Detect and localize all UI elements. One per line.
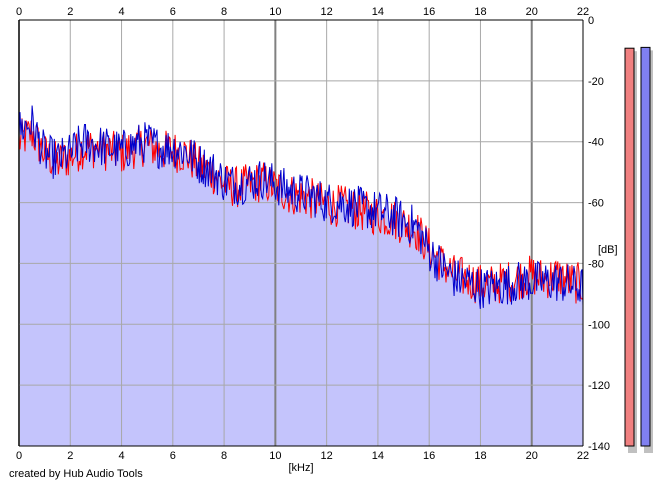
y-tick-label: -120 <box>588 380 610 392</box>
y-tick-label: -140 <box>588 441 610 453</box>
x-tick-label-top: 8 <box>221 6 227 18</box>
x-tick-label-top: 6 <box>170 6 176 18</box>
x-tick-label-top: 16 <box>423 6 435 18</box>
y-tick-label: -100 <box>588 319 610 331</box>
x-tick-label-top: 18 <box>474 6 486 18</box>
x-tick-label-top: 0 <box>16 6 22 18</box>
x-tick-label-bottom: 22 <box>577 450 589 462</box>
y-tick-label: -60 <box>588 198 604 210</box>
level-meter-1 <box>624 47 635 447</box>
x-tick-label-bottom: 4 <box>118 450 124 462</box>
x-tick-label-top: 10 <box>269 6 281 18</box>
axes <box>18 19 584 447</box>
y-tick-labels: 0 -20 -40 -60 -80 -100 -120 -140 <box>588 15 610 453</box>
x-tick-label-bottom: 14 <box>372 450 384 462</box>
x-tick-label-bottom: 6 <box>170 450 176 462</box>
x-tick-labels-bottom: 0 2 4 6 8 10 12 14 16 18 20 22 <box>16 450 589 462</box>
x-tick-label-bottom: 12 <box>321 450 333 462</box>
x-tick-label-bottom: 2 <box>67 450 73 462</box>
x-tick-label-top: 14 <box>372 6 384 18</box>
x-tick-label-bottom: 10 <box>269 450 281 462</box>
y-tick-label: 0 <box>588 15 594 27</box>
y-tick-label: -20 <box>588 76 604 88</box>
x-tick-labels-top: 0 2 4 6 8 10 12 14 16 18 20 22 <box>16 6 589 18</box>
y-tick-label: -40 <box>588 137 604 149</box>
x-tick-label-bottom: 20 <box>526 450 538 462</box>
credit-text: created by Hub Audio Tools <box>9 468 143 480</box>
y-axis-label: [dB] <box>598 244 618 256</box>
x-tick-label-top: 22 <box>577 6 589 18</box>
x-tick-label-bottom: 18 <box>474 450 486 462</box>
x-tick-label-bottom: 8 <box>221 450 227 462</box>
x-tick-label-bottom: 16 <box>423 450 435 462</box>
series-lines <box>18 105 584 309</box>
series-line-1 <box>18 118 584 304</box>
x-tick-label-top: 12 <box>321 6 333 18</box>
y-tick-label: -80 <box>588 258 604 270</box>
x-tick-label-top: 20 <box>526 6 538 18</box>
spectrum-fill <box>19 105 583 446</box>
x-tick-label-top: 4 <box>118 6 124 18</box>
x-axis-label: [kHz] <box>288 462 313 474</box>
level-meter-2 <box>640 46 651 447</box>
level-meters <box>624 46 653 453</box>
spectrum-area <box>19 105 583 446</box>
x-tick-label-top: 2 <box>67 6 73 18</box>
x-tick-label-bottom: 0 <box>16 450 22 462</box>
series-line-2 <box>18 105 584 309</box>
